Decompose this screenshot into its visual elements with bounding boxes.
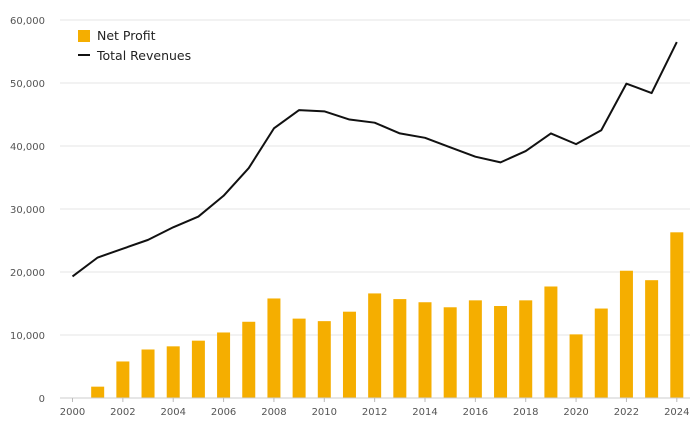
bar-net-profit-2013 [393,299,407,398]
y-tick-label: 40,000 [10,142,45,153]
x-tick-label: 2018 [513,407,538,418]
bar-net-profit-2014 [418,302,432,398]
bar-net-profit-2001 [91,386,105,398]
legend: Net Profit Total Revenues [78,28,191,63]
bar-net-profit-2015 [443,307,457,398]
bar-net-profit-2016 [468,300,482,398]
bar-net-profit-2007 [242,321,256,398]
bar-net-profit-2023 [645,280,659,398]
y-axis-ticks: 0 10,000 20,000 30,000 40,000 50,000 60,000 [10,16,45,405]
y-tick-label: 20,000 [10,268,45,279]
bar-net-profit-2018 [519,300,533,398]
legend-item-net-profit: Net Profit [78,28,156,43]
x-tick-label: 2020 [563,407,588,418]
total-revenues-line-group [71,41,678,278]
net-profit-bars [91,232,684,398]
x-tick-label: 2006 [211,407,236,418]
bar-net-profit-2004 [166,346,180,398]
x-tick-label: 2024 [664,407,689,418]
y-gridlines [60,19,690,336]
x-tick-label: 2008 [261,407,286,418]
legend-label-net-profit: Net Profit [97,28,156,43]
x-tick-label: 2012 [362,407,387,418]
x-axis-ticks: 2000 2002 2004 2006 2008 2010 2012 2014 2016 2018… [60,398,690,418]
y-tick-label: 30,000 [10,205,45,216]
x-tick-label: 2004 [160,407,185,418]
x-tick-label: 2010 [312,407,337,418]
bar-net-profit-2024 [670,232,684,398]
bar-net-profit-2009 [292,318,306,398]
total-revenues-line [71,41,678,278]
bar-net-profit-2019 [544,286,558,398]
x-tick-label: 2002 [110,407,135,418]
x-tick-label: 2022 [614,407,639,418]
y-tick-label: 60,000 [10,16,45,27]
bar-net-profit-2012 [368,293,382,398]
bar-net-profit-2010 [317,321,331,398]
bar-net-profit-2020 [569,334,583,398]
bar-net-profit-2021 [594,308,608,398]
x-tick-label: 2014 [412,407,437,418]
y-tick-label: 50,000 [10,79,45,90]
bar-net-profit-2006 [217,332,231,398]
y-tick-label: 0 [39,394,45,405]
legend-item-total-revenues: Total Revenues [78,48,191,63]
bar-net-profit-2002 [116,361,130,398]
legend-label-total-revenues: Total Revenues [96,48,191,63]
legend-swatch-net-profit [78,30,90,42]
bar-net-profit-2017 [494,306,508,398]
bar-net-profit-2011 [342,311,356,398]
bar-net-profit-2003 [141,349,155,398]
y-tick-label: 10,000 [10,331,45,342]
bar-net-profit-2022 [619,270,633,398]
x-tick-label: 2016 [463,407,488,418]
bar-net-profit-2008 [267,298,281,398]
bar-net-profit-2005 [191,340,205,398]
x-tick-label: 2000 [60,407,85,418]
